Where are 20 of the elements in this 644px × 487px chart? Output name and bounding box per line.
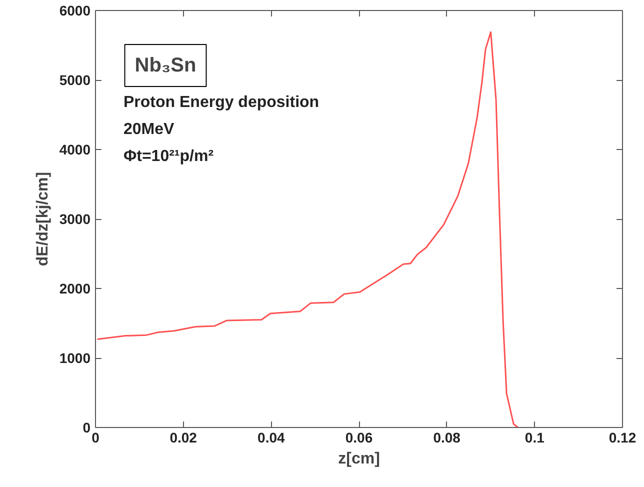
y-tick-label: 1000 bbox=[59, 350, 91, 366]
x-tick-label: 0.06 bbox=[345, 430, 373, 446]
annotation: Nb₃Sn bbox=[134, 54, 196, 76]
y-axis-title: dE/dz[kj/cm] bbox=[34, 172, 52, 266]
line-series bbox=[96, 31, 519, 428]
annotation: Φt=10²¹p/m² bbox=[124, 148, 214, 165]
y-tick-label: 4000 bbox=[59, 142, 91, 158]
x-tick-label: 0.08 bbox=[433, 430, 461, 446]
y-tick-label: 2000 bbox=[59, 280, 91, 296]
x-tick-label: 0.12 bbox=[608, 430, 636, 446]
annotation: 20MeV bbox=[124, 121, 175, 138]
x-tick-label: 0.04 bbox=[258, 430, 286, 446]
y-tick-label: 0 bbox=[82, 420, 91, 436]
y-tick-label: 6000 bbox=[59, 2, 91, 18]
y-tick-label: 5000 bbox=[59, 72, 91, 88]
annotation: Proton Energy deposition bbox=[124, 94, 320, 111]
x-axis-title: z[cm] bbox=[338, 450, 380, 468]
x-tick-label: 0.02 bbox=[170, 430, 198, 446]
y-tick-label: 3000 bbox=[59, 211, 91, 227]
x-tick-label: 0.1 bbox=[524, 430, 545, 446]
